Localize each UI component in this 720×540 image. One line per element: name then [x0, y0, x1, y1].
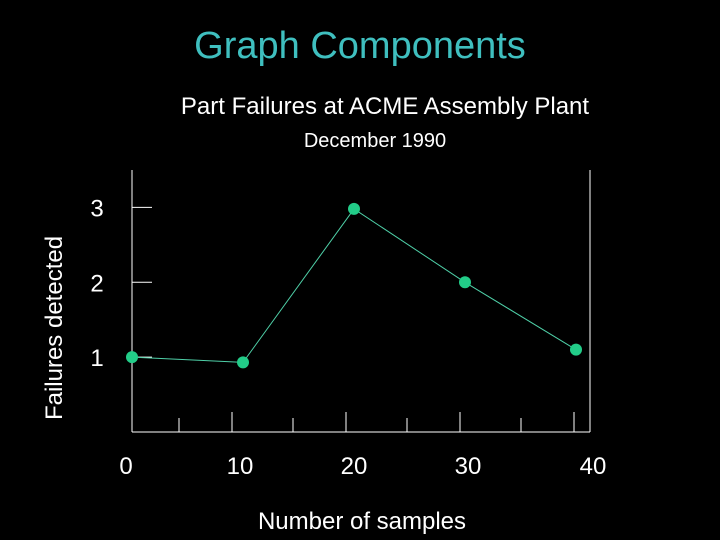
y-axis-label: Failures detected [41, 236, 68, 420]
series-0-point-2 [348, 202, 360, 215]
chart-title: Part Failures at ACME Assembly Plant [181, 93, 589, 120]
series-0-point-4 [570, 343, 582, 356]
chart-subtitle: December 1990 [304, 130, 446, 152]
x-axis-label: Number of samples [258, 508, 466, 535]
x-tick-label-4: 40 [580, 453, 607, 480]
y-tick-label-2: 3 [90, 195, 103, 222]
x-tick-label-2: 20 [341, 453, 368, 480]
slide-title: Graph Components [194, 25, 526, 67]
series-0-line [131, 208, 577, 363]
series-0-point-1 [237, 356, 249, 369]
series-0-point-0 [126, 351, 138, 364]
x-tick-label-3: 30 [455, 453, 482, 480]
y-tick-label-0: 1 [90, 345, 103, 372]
x-tick-label-0: 0 [119, 453, 132, 480]
x-tick-label-1: 10 [227, 453, 254, 480]
series-0-point-3 [459, 276, 471, 289]
y-tick-label-1: 2 [90, 270, 103, 297]
